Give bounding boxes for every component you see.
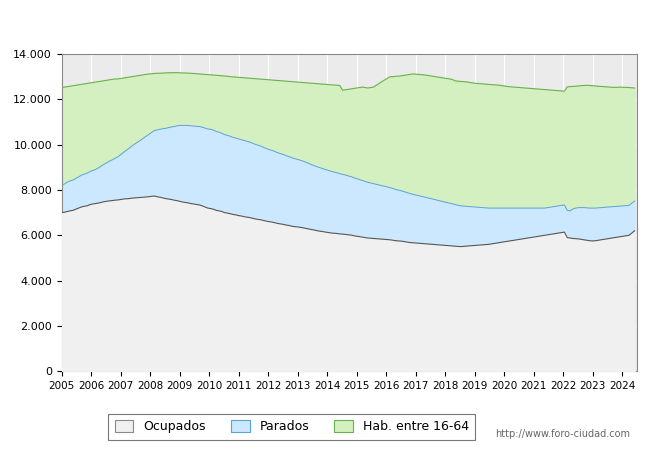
Text: http://www.foro-ciudad.com: http://www.foro-ciudad.com [495, 429, 630, 439]
Legend: Ocupados, Parados, Hab. entre 16-64: Ocupados, Parados, Hab. entre 16-64 [109, 414, 475, 440]
Text: Arahal - Evolucion de la poblacion en edad de Trabajar Mayo de 2024: Arahal - Evolucion de la poblacion en ed… [71, 16, 579, 31]
